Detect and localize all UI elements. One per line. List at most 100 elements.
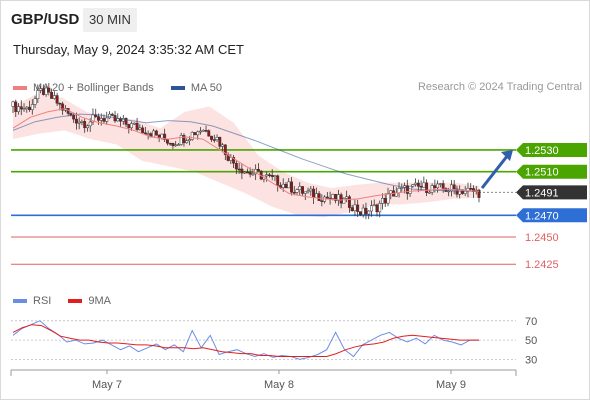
- level-label-2: 1.2491: [525, 187, 559, 199]
- legend-label-ma20: MA 20 + Bollinger Bands: [33, 82, 154, 94]
- candle-body: [50, 91, 54, 99]
- forecast-arrow-shaft: [480, 154, 510, 189]
- candle-body: [438, 183, 442, 185]
- candle-body: [83, 121, 87, 129]
- candle-body: [30, 104, 34, 110]
- candle-body: [353, 204, 357, 212]
- candle-body: [309, 188, 313, 192]
- candle-body: [284, 183, 288, 189]
- bollinger-band: [13, 93, 479, 218]
- candle-body: [367, 210, 371, 215]
- candle-body: [196, 131, 200, 136]
- candle-body: [237, 168, 241, 171]
- candle-body: [210, 135, 213, 140]
- candle-body: [146, 133, 150, 135]
- candle-body: [22, 108, 26, 110]
- legend-item-rsi: RSI: [13, 295, 51, 307]
- candle-body: [436, 183, 440, 189]
- rsi-tick-label-2: 30: [525, 354, 537, 366]
- candle-body: [215, 136, 219, 140]
- candle-body: [110, 113, 114, 116]
- candle-body: [361, 207, 365, 215]
- timestamp: Thursday, May 9, 2024 3:35:32 AM CET: [13, 42, 244, 57]
- candle-body: [74, 118, 78, 124]
- candle-body: [44, 87, 48, 95]
- candle-body: [55, 95, 59, 104]
- candle-body: [36, 90, 40, 99]
- candle-body: [176, 144, 180, 146]
- candle-body: [25, 106, 29, 109]
- candle-body: [422, 182, 426, 188]
- candle-body: [14, 101, 18, 112]
- symbol-label: GBP/USD: [11, 11, 80, 28]
- candle-body: [171, 143, 175, 147]
- legend-item-9ma: 9MA: [68, 295, 111, 307]
- legend-label-9ma: 9MA: [88, 295, 112, 307]
- candle-body: [370, 205, 373, 212]
- candle-body: [383, 198, 387, 204]
- candle-body: [256, 168, 260, 172]
- rsi-tick-label-0: 70: [525, 316, 537, 328]
- candle-body: [267, 174, 271, 176]
- candle-body: [152, 130, 156, 138]
- candle-body: [160, 133, 164, 139]
- candle-body: [405, 185, 409, 194]
- candle-body: [287, 181, 291, 189]
- candle-body: [80, 121, 84, 123]
- candle-body: [339, 194, 343, 204]
- candle-body: [248, 171, 252, 175]
- candle-body: [105, 117, 109, 122]
- candle-body: [132, 122, 136, 125]
- candle-body: [19, 106, 23, 110]
- candle-body: [334, 194, 338, 201]
- candle-body: [408, 185, 412, 194]
- candle-body: [201, 130, 205, 132]
- level-tag-1: [516, 164, 587, 179]
- rsi-legend: RSI 9MA: [13, 294, 125, 307]
- candle-body: [85, 125, 89, 129]
- candle-body: [427, 191, 431, 194]
- candle-body: [243, 171, 247, 174]
- rsi-swatch: [13, 299, 27, 303]
- candle-body: [320, 200, 324, 202]
- ma50-line: [12, 113, 479, 192]
- ma50-swatch: [170, 86, 185, 90]
- candle-body: [193, 132, 197, 136]
- candle-body: [185, 140, 189, 144]
- candle-body: [469, 188, 473, 190]
- candle-body: [234, 162, 238, 170]
- candle-body: [168, 142, 172, 145]
- candle-body: [143, 132, 147, 135]
- candle-body: [303, 191, 307, 194]
- forecast-arrow-head: [501, 149, 513, 161]
- 9ma-swatch: [68, 299, 83, 303]
- candle-body: [88, 121, 92, 127]
- candle-body: [441, 183, 445, 189]
- candle-body: [325, 196, 329, 199]
- candle-body: [99, 118, 103, 121]
- level-label-4: 1.2450: [525, 232, 559, 244]
- candle-body: [11, 101, 15, 107]
- candle-body: [265, 174, 269, 177]
- candle-body: [306, 190, 310, 193]
- candle-body: [245, 171, 249, 174]
- candle-body: [331, 194, 335, 199]
- timeframe-button[interactable]: 30 MIN: [83, 8, 137, 32]
- candle-body: [273, 175, 277, 177]
- legend-item-ma50: MA 50: [170, 82, 222, 94]
- candle-body: [52, 95, 56, 99]
- candle-body: [61, 103, 65, 111]
- rsi-tick-label-1: 50: [525, 335, 537, 347]
- level-label-1: 1.2510: [525, 167, 559, 179]
- candle-body: [452, 184, 456, 190]
- candle-body: [141, 127, 145, 133]
- candle-body: [124, 118, 128, 125]
- candle-body: [425, 182, 429, 193]
- level-label-5: 1.2425: [525, 259, 559, 271]
- candle-body: [182, 135, 186, 144]
- candle-body: [77, 121, 81, 124]
- candle-body: [138, 127, 142, 130]
- candle-body: [444, 188, 448, 192]
- level-label-3: 1.2470: [525, 210, 559, 222]
